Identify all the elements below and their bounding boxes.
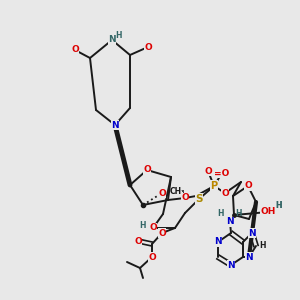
- Text: H: H: [217, 209, 223, 218]
- Text: O: O: [204, 167, 212, 176]
- Text: O: O: [158, 229, 166, 238]
- Text: =O: =O: [214, 169, 230, 178]
- Text: P: P: [210, 181, 218, 191]
- Text: N: N: [108, 35, 116, 44]
- Text: O: O: [158, 188, 166, 197]
- Text: N: N: [226, 218, 234, 226]
- Text: OH: OH: [260, 208, 276, 217]
- Text: O: O: [134, 236, 142, 245]
- Text: O: O: [221, 188, 229, 197]
- Text: H: H: [140, 220, 146, 230]
- Text: O: O: [144, 43, 152, 52]
- Text: N: N: [227, 260, 235, 269]
- Text: N: N: [245, 253, 253, 262]
- Text: O: O: [149, 224, 157, 232]
- Text: N: N: [248, 229, 256, 238]
- Text: S: S: [195, 194, 203, 204]
- Text: N: N: [111, 121, 119, 130]
- Text: O: O: [148, 253, 156, 262]
- Text: O: O: [244, 182, 252, 190]
- Text: H: H: [116, 32, 122, 40]
- Text: H: H: [276, 200, 282, 209]
- Text: CH₃: CH₃: [169, 187, 185, 196]
- Text: O: O: [181, 194, 189, 202]
- Text: H: H: [276, 200, 282, 209]
- Text: H: H: [235, 208, 241, 217]
- Text: H: H: [260, 242, 266, 250]
- Text: N: N: [214, 238, 222, 247]
- Text: O: O: [71, 46, 79, 55]
- Text: O: O: [143, 166, 151, 175]
